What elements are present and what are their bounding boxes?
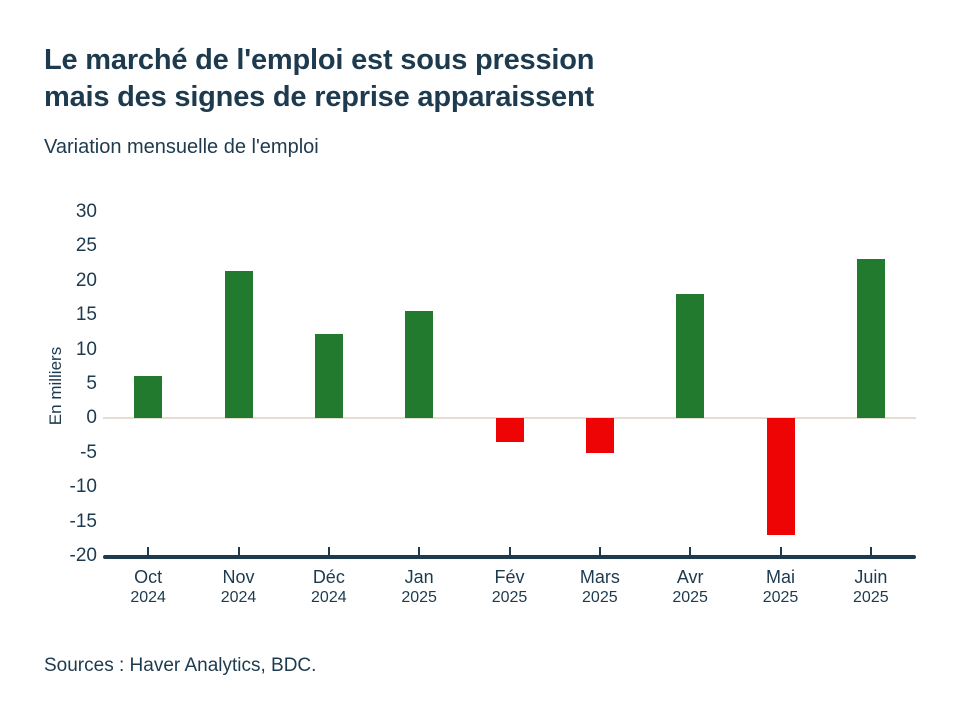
bar-jan-2025 [405,311,434,419]
bar-nov-2024 [224,271,253,419]
x-label-month: Jan [404,567,434,587]
bar-dec-2024 [314,334,343,419]
x-tick-fev-2025 [508,547,511,555]
x-label-fev-2025: Fév 2025 [460,566,560,608]
x-label-oct-2024: Oct 2024 [98,566,198,608]
x-label-year: 2024 [220,589,257,606]
x-tick-avr-2025 [689,547,692,555]
x-tick-nov-2024 [237,547,240,555]
y-tick-label--10: -10 [69,476,97,498]
y-tick-label-15: 15 [75,304,97,326]
x-label-juin-2025: Juin 2025 [821,566,921,608]
y-tick-label-25: 25 [75,235,97,257]
x-label-month: Mai [765,567,795,587]
x-label-year: 2025 [582,589,618,606]
x-label-month: Mars [579,567,620,587]
x-label-month: Déc [312,567,345,587]
x-label-month: Nov [222,567,255,587]
x-label-month: Juin [854,567,888,587]
x-label-year: 2025 [401,589,437,606]
x-label-avr-2025: Avr 2025 [640,566,740,608]
x-axis-line [103,555,916,559]
y-tick-label-30: 30 [75,201,97,222]
x-label-year: 2024 [311,589,347,606]
x-tick-dec-2024 [327,547,330,555]
x-label-month: Avr [676,567,704,587]
x-tick-mars-2025 [598,547,601,555]
x-label-year: 2025 [762,589,799,606]
bar-fev-2025 [495,418,524,443]
bar-oct-2024 [134,376,163,419]
y-tick-label-10: 10 [75,338,97,360]
x-label-month: Oct [134,567,163,587]
x-tick-mai-2025 [779,547,782,555]
x-label-dec-2024: Déc 2024 [279,566,379,608]
x-label-mars-2025: Mars 2025 [550,566,650,608]
bar-mars-2025 [585,418,614,453]
chart-subtitle: Variation mensuelle de l'emploi [44,136,319,158]
x-label-year: 2024 [130,589,166,606]
x-label-year: 2025 [853,589,889,606]
bar-mai-2025 [766,418,795,536]
x-tick-jan-2025 [418,547,421,555]
x-label-nov-2024: Nov 2024 [189,566,289,608]
y-tick-label-5: 5 [86,373,97,394]
y-tick-label--5: -5 [80,441,97,463]
y-tick-label--15: -15 [69,510,97,532]
y-tick-label-20: 20 [75,269,97,291]
x-tick-oct-2024 [147,547,150,555]
x-label-jan-2025: Jan 2025 [369,566,469,608]
x-label-mai-2025: Mai 2025 [731,566,831,608]
y-tick-label--20: -20 [69,545,97,566]
x-label-year: 2025 [672,589,708,606]
bar-avr-2025 [676,293,705,419]
x-label-month: Fév [494,567,525,587]
page-title: Le marché de l'emploi est sous pression … [44,44,595,113]
y-tick-label-0: 0 [86,407,97,429]
x-label-year: 2025 [491,589,528,606]
x-tick-juin-2025 [869,547,872,555]
bar-juin-2025 [856,258,885,419]
sources-note: Sources : Haver Analytics, BDC. [44,655,317,676]
